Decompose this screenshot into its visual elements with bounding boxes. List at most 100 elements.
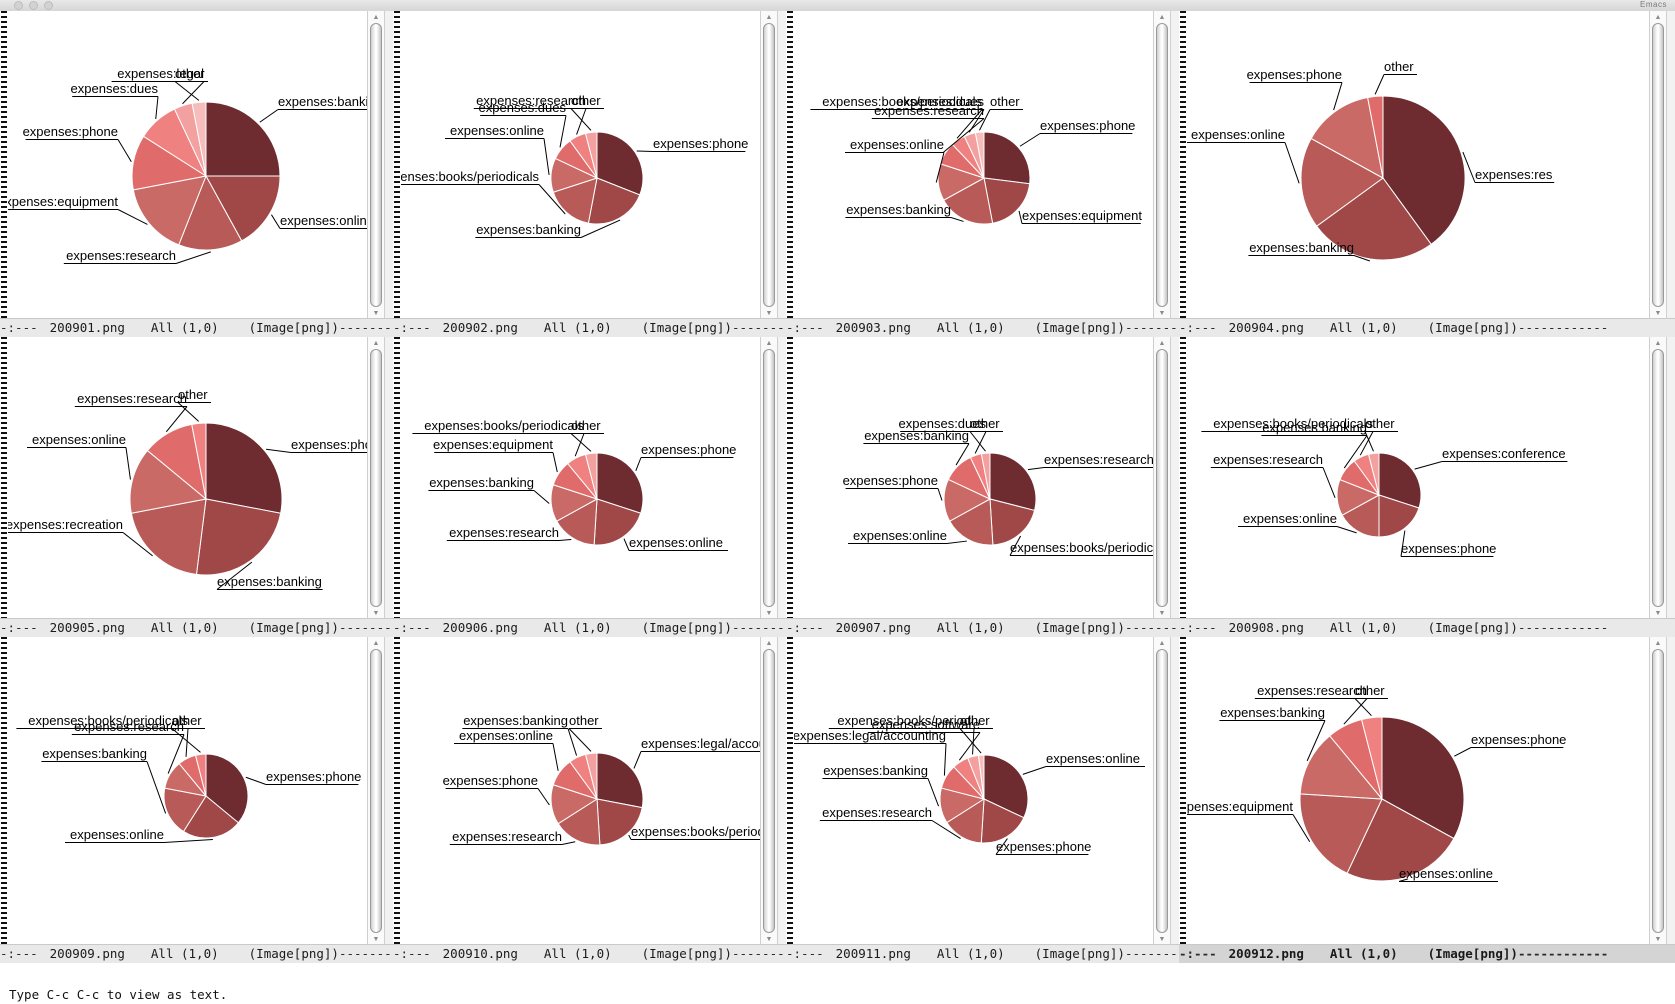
emacs-window[interactable]: expenses:phone expenses:online expenses:re… — [393, 337, 786, 637]
scroll-down-icon[interactable]: ▼ — [1654, 935, 1662, 943]
vertical-scrollbar[interactable]: ▲ ▼ — [1649, 637, 1667, 945]
scroll-up-icon[interactable]: ▲ — [1158, 339, 1166, 347]
vertical-scrollbar[interactable]: ▲ ▼ — [367, 637, 385, 945]
fringe-tick — [1180, 131, 1186, 133]
vertical-scrollbar[interactable]: ▲ ▼ — [760, 11, 778, 319]
scroll-up-icon[interactable]: ▲ — [1158, 13, 1166, 21]
close-icon[interactable] — [14, 1, 23, 10]
scrollbar-thumb[interactable] — [763, 349, 775, 607]
pie-label: expenses:online — [1187, 127, 1300, 184]
emacs-window[interactable]: expenses:phone expenses:banking enses:book… — [393, 11, 786, 337]
fringe-tick — [787, 842, 793, 844]
fringe-tick — [1, 51, 7, 53]
mode-line: -:--- 200909.png All (1,0) (Image[png])----… — [0, 944, 393, 963]
fringe-tick — [787, 537, 793, 539]
fringe-tick — [1, 762, 7, 764]
mode-line-position: All (1,0) — [936, 946, 1005, 961]
vertical-scrollbar[interactable]: ▲ ▼ — [1153, 11, 1171, 319]
emacs-window[interactable]: expenses:phone expenses:banking expenses:r… — [0, 337, 393, 637]
scrollbar-thumb[interactable] — [763, 23, 775, 307]
fringe-tick — [787, 927, 793, 929]
fringe-tick — [1, 367, 7, 369]
scroll-up-icon[interactable]: ▲ — [765, 639, 773, 647]
emacs-window[interactable]: expenses:online expenses:phone expenses:re… — [786, 637, 1179, 963]
scroll-down-icon[interactable]: ▼ — [1654, 609, 1662, 617]
scrollbar-thumb[interactable] — [1156, 649, 1168, 933]
pie-label: expenses:phone — [636, 136, 748, 152]
scroll-down-icon[interactable]: ▼ — [1158, 309, 1166, 317]
fringe-tick — [1180, 752, 1186, 754]
vertical-scrollbar[interactable]: ▲ ▼ — [760, 637, 778, 945]
fringe-tick — [1180, 712, 1186, 714]
scroll-up-icon[interactable]: ▲ — [1158, 639, 1166, 647]
scroll-down-icon[interactable]: ▼ — [765, 309, 773, 317]
minimize-icon[interactable] — [29, 1, 38, 10]
vertical-scrollbar[interactable]: ▲ ▼ — [1649, 337, 1667, 619]
emacs-window[interactable]: expenses:phone expenses:equipment expenses… — [786, 11, 1179, 337]
maximize-icon[interactable] — [44, 1, 53, 10]
emacs-window[interactable]: expenses:research expenses:books/periodic… — [786, 337, 1179, 637]
fringe-tick — [1180, 402, 1186, 404]
emacs-window[interactable]: expenses:banking expenses:online expenses:… — [0, 11, 393, 337]
window-divider — [1667, 637, 1675, 945]
emacs-window[interactable]: expenses:res expenses:banking expenses:onl… — [1179, 11, 1675, 337]
scroll-down-icon[interactable]: ▼ — [765, 609, 773, 617]
scrollbar-thumb[interactable] — [370, 649, 382, 933]
scrollbar-thumb[interactable] — [1652, 23, 1664, 307]
scrollbar-thumb[interactable] — [1652, 649, 1664, 933]
fringe-tick — [1, 917, 7, 919]
svg-text:expenses:legal/accounting: expenses:legal/accounting — [794, 728, 946, 743]
scroll-down-icon[interactable]: ▼ — [372, 309, 380, 317]
scroll-down-icon[interactable]: ▼ — [1654, 309, 1662, 317]
fringe-tick — [1, 662, 7, 664]
scrollbar-thumb[interactable] — [370, 23, 382, 307]
vertical-scrollbar[interactable]: ▲ ▼ — [367, 11, 385, 319]
fringe-tick — [394, 607, 400, 609]
fringe-tick — [394, 432, 400, 434]
vertical-scrollbar[interactable]: ▲ ▼ — [1153, 637, 1171, 945]
scrollbar-thumb[interactable] — [1652, 349, 1664, 607]
window-controls[interactable] — [14, 1, 53, 10]
fringe-tick — [787, 372, 793, 374]
pie-label: expenses:books/periodicals — [412, 418, 584, 457]
scroll-down-icon[interactable]: ▼ — [1158, 935, 1166, 943]
scrollbar-thumb[interactable] — [763, 649, 775, 933]
emacs-window[interactable]: expenses:conference expenses:phone expense… — [1179, 337, 1675, 637]
scroll-down-icon[interactable]: ▼ — [372, 935, 380, 943]
scroll-up-icon[interactable]: ▲ — [1654, 339, 1662, 347]
label-leader-line — [1027, 467, 1045, 471]
scroll-up-icon[interactable]: ▲ — [372, 13, 380, 21]
fringe-marks — [0, 337, 8, 619]
scroll-down-icon[interactable]: ▼ — [372, 609, 380, 617]
window-divider — [778, 11, 786, 319]
vertical-scrollbar[interactable]: ▲ ▼ — [1649, 11, 1667, 319]
scroll-up-icon[interactable]: ▲ — [1654, 639, 1662, 647]
scrollbar-thumb[interactable] — [1156, 23, 1168, 307]
scroll-up-icon[interactable]: ▲ — [372, 339, 380, 347]
label-leader-line — [1414, 461, 1443, 470]
fringe-tick — [1, 502, 7, 504]
scroll-up-icon[interactable]: ▲ — [1654, 13, 1662, 21]
fringe-tick — [787, 76, 793, 78]
vertical-scrollbar[interactable]: ▲ ▼ — [760, 337, 778, 619]
scroll-up-icon[interactable]: ▲ — [765, 13, 773, 21]
scroll-up-icon[interactable]: ▲ — [765, 339, 773, 347]
emacs-window[interactable]: expenses:phone expenses:online xpenses:equ… — [1179, 637, 1675, 963]
fringe-tick — [394, 106, 400, 108]
fringe-tick — [394, 81, 400, 83]
scroll-down-icon[interactable]: ▼ — [1158, 609, 1166, 617]
svg-text:expenses:online: expenses:online — [459, 728, 553, 743]
fringe-tick — [394, 542, 400, 544]
vertical-scrollbar[interactable]: ▲ ▼ — [1153, 337, 1171, 619]
fringe-tick — [394, 922, 400, 924]
emacs-window[interactable]: expenses:phone expenses:online expenses:ba… — [0, 637, 393, 963]
scroll-up-icon[interactable]: ▲ — [372, 639, 380, 647]
mode-line-position: All (1,0) — [936, 320, 1005, 335]
vertical-scrollbar[interactable]: ▲ ▼ — [367, 337, 385, 619]
fringe-tick — [394, 236, 400, 238]
scrollbar-thumb[interactable] — [370, 349, 382, 607]
scrollbar-thumb[interactable] — [1156, 349, 1168, 607]
fringe-tick — [787, 672, 793, 674]
scroll-down-icon[interactable]: ▼ — [765, 935, 773, 943]
emacs-window[interactable]: expenses:legal/accoun expenses:books/peri… — [393, 637, 786, 963]
